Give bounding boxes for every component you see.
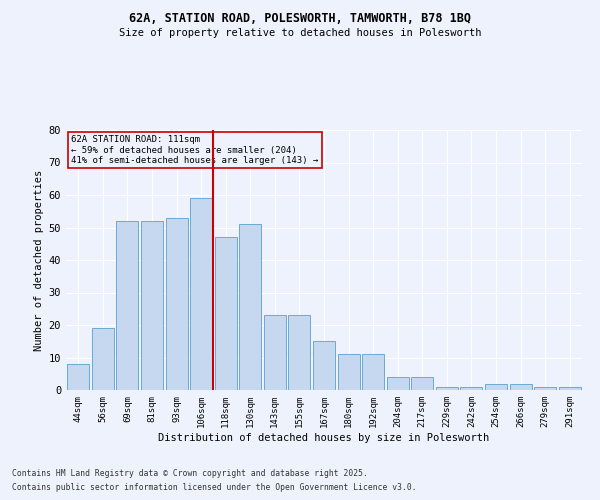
Bar [92,328,114,390]
Bar [534,387,556,390]
Bar [190,198,212,390]
Bar [264,316,286,390]
Bar [362,354,384,390]
Bar [141,221,163,390]
Y-axis label: Number of detached properties: Number of detached properties [34,170,44,350]
Text: 62A, STATION ROAD, POLESWORTH, TAMWORTH, B78 1BQ: 62A, STATION ROAD, POLESWORTH, TAMWORTH,… [129,12,471,26]
Text: Contains HM Land Registry data © Crown copyright and database right 2025.: Contains HM Land Registry data © Crown c… [12,468,368,477]
Text: Size of property relative to detached houses in Polesworth: Size of property relative to detached ho… [119,28,481,38]
Bar [509,384,532,390]
Bar [239,224,262,390]
Text: Contains public sector information licensed under the Open Government Licence v3: Contains public sector information licen… [12,484,416,492]
Bar [338,354,359,390]
Bar [166,218,188,390]
Bar [116,221,139,390]
Bar [485,384,507,390]
Bar [67,364,89,390]
Bar [436,387,458,390]
Bar [313,341,335,390]
Bar [460,387,482,390]
X-axis label: Distribution of detached houses by size in Polesworth: Distribution of detached houses by size … [158,432,490,442]
Bar [411,377,433,390]
Bar [559,387,581,390]
Bar [289,316,310,390]
Text: 62A STATION ROAD: 111sqm
← 59% of detached houses are smaller (204)
41% of semi-: 62A STATION ROAD: 111sqm ← 59% of detach… [71,135,319,165]
Bar [215,238,237,390]
Bar [386,377,409,390]
